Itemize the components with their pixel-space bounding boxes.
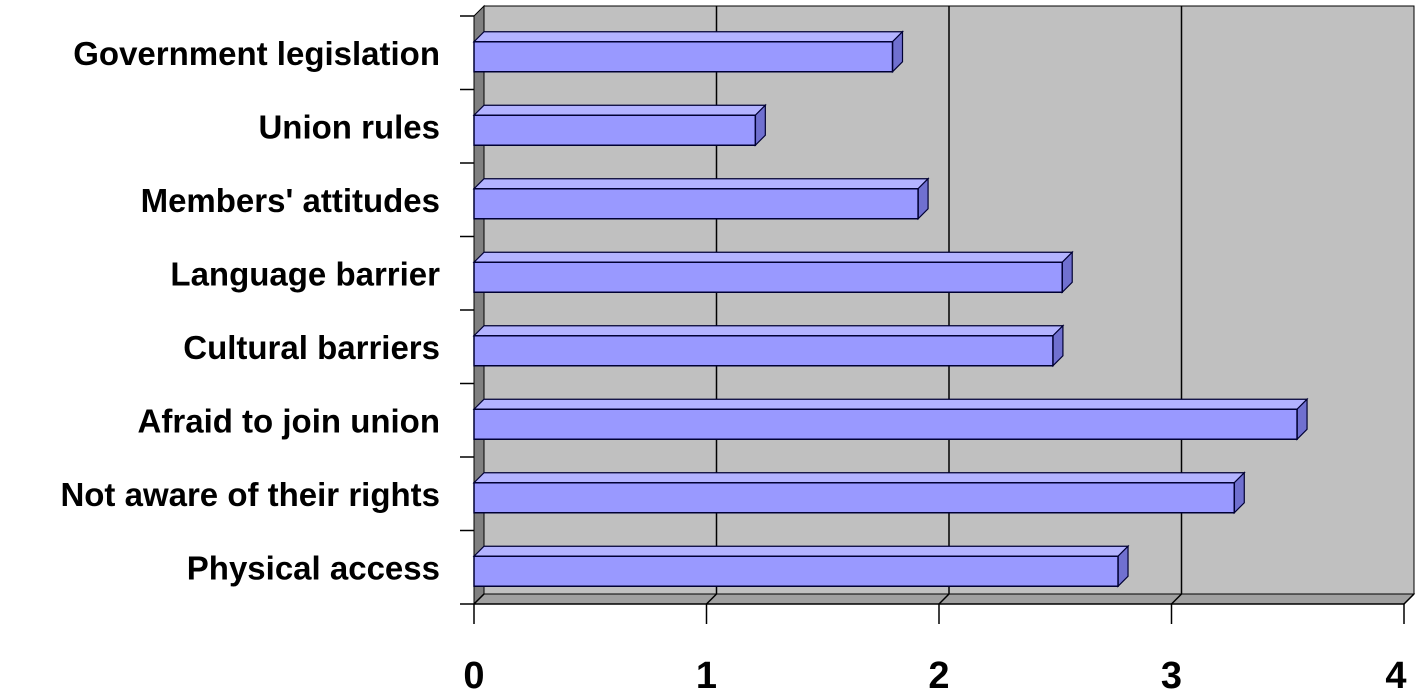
category-label: Language barrier [170, 255, 440, 292]
floor-grid-edge [938, 593, 950, 605]
category-label: Cultural barriers [183, 329, 440, 366]
bar [472, 177, 930, 221]
bar-front-face [473, 188, 919, 220]
x-tick-label: 1 [696, 655, 717, 694]
bar [472, 103, 767, 147]
floor-grid-edge [473, 593, 485, 605]
category-label: Afraid to join union [138, 402, 440, 439]
x-tick-label: 4 [1385, 655, 1406, 694]
category-label: Union rules [258, 108, 440, 145]
bar-front-face [473, 261, 1063, 293]
category-label: Government legislation [73, 35, 440, 72]
bar-front-face [473, 41, 894, 73]
bar-front-face [473, 408, 1298, 440]
bar-top-face [472, 178, 930, 190]
category-label: Not aware of their rights [60, 476, 440, 513]
x-tick-labels: 0 1 2 3 4 [463, 655, 1406, 694]
bar-top-face [472, 325, 1065, 337]
x-tick-label: 0 [463, 655, 484, 694]
bar-top-face [472, 31, 904, 43]
bar-front-face [473, 114, 757, 146]
plot-area [460, 4, 1416, 624]
bar-front-face [473, 482, 1236, 514]
bar [472, 30, 904, 74]
bar [472, 544, 1130, 588]
bar [472, 397, 1309, 441]
x-tick-label: 3 [1161, 655, 1182, 694]
bar [472, 250, 1074, 294]
bar-front-face [473, 335, 1054, 367]
bar [472, 471, 1246, 515]
bar-top-face [472, 545, 1130, 557]
bar-front-face [473, 555, 1119, 587]
bar-top-face [472, 251, 1074, 263]
floor-grid-edge [705, 593, 718, 605]
floor-grid-edge [1170, 593, 1183, 605]
bar-top-face [472, 472, 1246, 484]
bar-top-face [472, 104, 767, 116]
x-tick-label: 2 [928, 655, 949, 694]
category-label: Physical access [187, 549, 440, 586]
category-label: Members' attitudes [141, 182, 440, 219]
bars [472, 30, 1309, 588]
bar-top-face [472, 398, 1309, 410]
bar [472, 324, 1065, 368]
plot-side-wall [473, 4, 485, 606]
floor-grid-edge [1403, 593, 1415, 605]
category-labels: Physical access Not aware of their rights… [60, 35, 440, 587]
